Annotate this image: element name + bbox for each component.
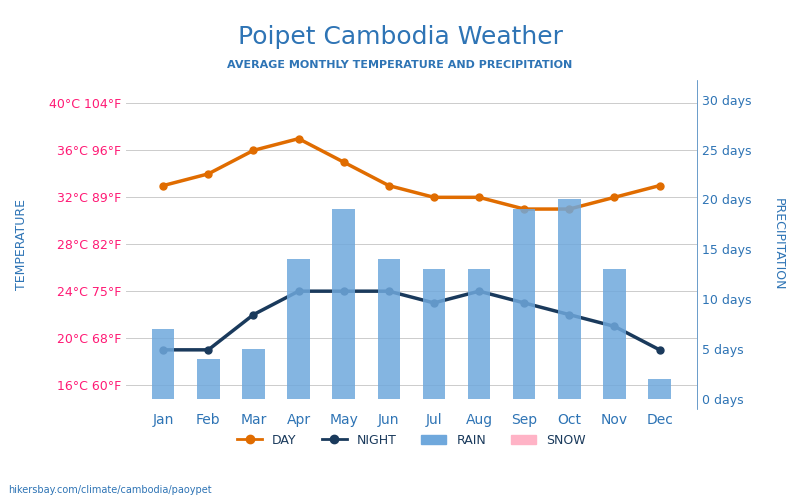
Text: Poipet Cambodia Weather: Poipet Cambodia Weather [238,25,562,49]
Bar [603,269,626,398]
DAY [565,206,574,212]
NIGHT [429,300,438,306]
Bar [422,269,446,398]
NIGHT [158,347,168,353]
Line: DAY: DAY [160,135,663,212]
Text: AVERAGE MONTHLY TEMPERATURE AND PRECIPITATION: AVERAGE MONTHLY TEMPERATURE AND PRECIPIT… [227,60,573,70]
DAY [249,148,258,154]
DAY [654,182,664,188]
Bar [242,349,265,399]
DAY [203,171,213,177]
Legend: DAY, NIGHT, RAIN, SNOW: DAY, NIGHT, RAIN, SNOW [232,428,590,452]
NIGHT [519,300,529,306]
DAY [429,194,438,200]
Y-axis label: PRECIPITATION: PRECIPITATION [772,198,785,290]
Y-axis label: TEMPERATURE: TEMPERATURE [15,198,28,290]
Bar [513,210,535,398]
Bar [648,378,671,398]
Bar [468,269,490,398]
NIGHT [203,347,213,353]
NIGHT [474,288,484,294]
NIGHT [339,288,349,294]
Text: hikersbay.com/climate/cambodia/paoypet: hikersbay.com/climate/cambodia/paoypet [8,485,212,495]
Bar [152,329,174,398]
DAY [339,159,349,165]
DAY [474,194,484,200]
NIGHT [654,347,664,353]
NIGHT [384,288,394,294]
Bar [197,358,219,399]
Bar [287,259,310,398]
NIGHT [249,312,258,318]
Line: NIGHT: NIGHT [160,288,663,354]
Bar [558,200,581,398]
DAY [384,182,394,188]
Bar [378,259,400,398]
DAY [519,206,529,212]
DAY [294,136,303,141]
Bar [333,210,355,398]
DAY [610,194,619,200]
NIGHT [565,312,574,318]
DAY [158,182,168,188]
NIGHT [294,288,303,294]
NIGHT [610,324,619,330]
